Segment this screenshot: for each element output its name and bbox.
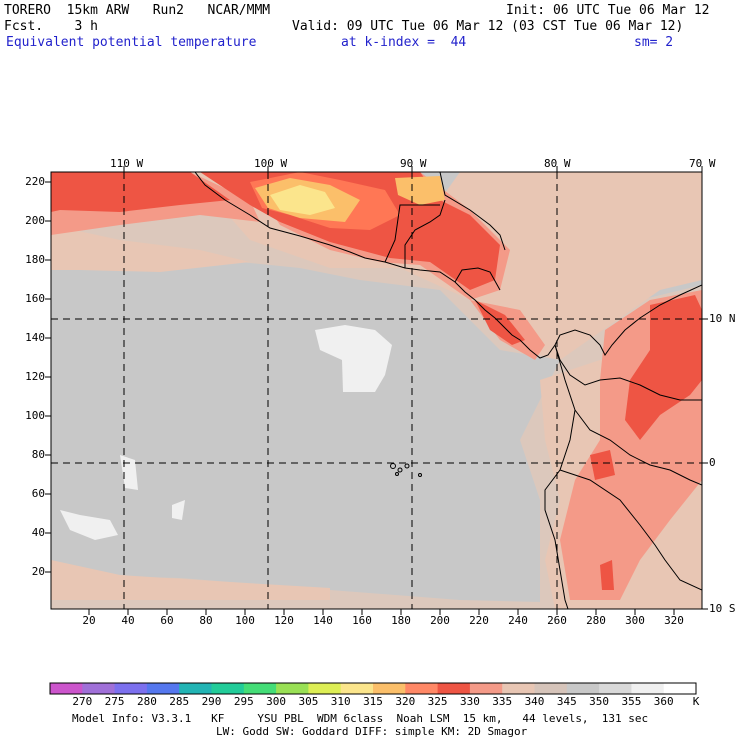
lon-label-100w: 100 W xyxy=(254,157,288,170)
model-title: TORERO 15km ARW Run2 NCAR/MMM xyxy=(4,3,271,18)
y-tick: 160 xyxy=(25,292,45,305)
colorbar-label: 305 xyxy=(298,695,319,708)
x-tick: 180 xyxy=(391,614,411,627)
colorbar-label: 320 xyxy=(395,695,416,708)
colorbar-label: 300 xyxy=(266,695,287,708)
y-tick: 120 xyxy=(25,370,45,383)
x-tick: 120 xyxy=(274,614,294,627)
colorbar-label: 330 xyxy=(459,695,480,708)
lon-label-90w: 90 W xyxy=(400,157,427,170)
lat-label-0: 0 xyxy=(709,456,716,469)
colorbar-label: 290 xyxy=(201,695,222,708)
x-tick: 260 xyxy=(547,614,567,627)
colorbar-label: 295 xyxy=(233,695,254,708)
colorbar-label: 310 xyxy=(330,695,351,708)
colorbar-label: 345 xyxy=(556,695,577,708)
x-tick: 200 xyxy=(430,614,450,627)
x-tick: 140 xyxy=(313,614,333,627)
y-tick: 180 xyxy=(25,253,45,266)
temperature-field xyxy=(51,172,702,609)
colorbar-label: 350 xyxy=(589,695,610,708)
x-tick: 240 xyxy=(508,614,528,627)
physics-info-line: LW: Godd SW: Goddard DIFF: simple KM: 2D… xyxy=(216,725,528,738)
k-index-label: at k-index = 44 xyxy=(341,35,467,50)
x-tick: 280 xyxy=(586,614,606,627)
colorbar-label: K xyxy=(692,695,700,708)
lon-label-70w: 70 W xyxy=(689,157,716,170)
colorbar-label: 315 xyxy=(363,695,383,708)
smoothing-label: sm= 2 xyxy=(634,35,674,50)
y-tick: 60 xyxy=(31,487,45,500)
x-tick: 20 xyxy=(82,614,96,627)
lon-label-110w: 110 W xyxy=(110,157,144,170)
y-tick: 220 xyxy=(25,175,45,188)
x-tick: 160 xyxy=(352,614,372,627)
y-tick: 40 xyxy=(31,526,45,539)
lat-label-10s: 10 S xyxy=(709,602,736,615)
map-frame xyxy=(50,171,703,610)
axis-tickmarks xyxy=(45,166,708,615)
init-time: Init: 06 UTC Tue 06 Mar 12 xyxy=(506,3,710,18)
field-name: Equivalent potential temperature xyxy=(6,35,257,50)
colorbar-label: 275 xyxy=(104,695,125,708)
colorbar-label: 360 xyxy=(653,695,674,708)
y-tick: 20 xyxy=(31,565,45,578)
lat-label-10n: 10 N xyxy=(709,312,736,325)
x-tick: 60 xyxy=(160,614,174,627)
y-tick: 100 xyxy=(25,409,45,422)
colorbar-label: 285 xyxy=(169,695,190,708)
lon-label-80w: 80 W xyxy=(544,157,571,170)
model-info-line: Model Info: V3.3.1 KF YSU PBL WDM 6class… xyxy=(72,712,649,725)
y-tick: 80 xyxy=(31,448,45,461)
y-tick: 200 xyxy=(25,214,45,227)
colorbar-label: 340 xyxy=(524,695,545,708)
valid-time: Valid: 09 UTC Tue 06 Mar 12 (03 CST Tue … xyxy=(292,19,684,34)
graticule xyxy=(51,172,702,609)
colorbar-label: 355 xyxy=(621,695,642,708)
x-tick: 300 xyxy=(625,614,645,627)
x-tick: 80 xyxy=(199,614,213,627)
forecast-hour: Fcst. 3 h xyxy=(4,19,98,34)
colorbar-label: 325 xyxy=(427,695,448,708)
x-tick: 220 xyxy=(469,614,489,627)
x-tick: 100 xyxy=(235,614,255,627)
y-tick: 140 xyxy=(25,331,45,344)
colorbar-label: 270 xyxy=(72,695,93,708)
colorbar-label: 280 xyxy=(136,695,157,708)
colorbar-label: 335 xyxy=(492,695,513,708)
x-tick: 320 xyxy=(664,614,684,627)
x-tick: 40 xyxy=(121,614,135,627)
